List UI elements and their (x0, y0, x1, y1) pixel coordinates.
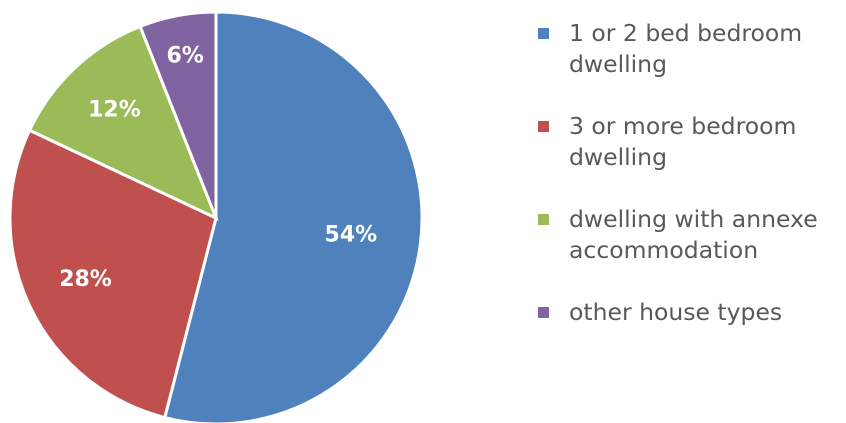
data-label-3: 12% (88, 97, 141, 122)
legend-label-4: other house types (569, 298, 783, 326)
data-labels: 54% 28% 12% 6% (59, 44, 377, 292)
legend-swatch-4 (538, 307, 549, 318)
data-label-4: 6% (166, 44, 203, 69)
data-label-1: 54% (325, 223, 378, 248)
legend-item-1: 1 or 2 bed bedroom dwelling (538, 18, 843, 80)
legend-item-4: other house types (538, 297, 843, 328)
pie-slice-3 (27, 24, 219, 221)
pie-slice-1 (162, 10, 424, 423)
legend-item-2: 3 or more bedroom dwelling (538, 111, 843, 173)
pie-slices (8, 10, 424, 423)
pie-slice-4 (138, 10, 218, 219)
legend-item-3: dwelling with annexe accommodation (538, 204, 843, 266)
data-label-2: 28% (59, 267, 112, 292)
legend-swatch-3 (538, 214, 549, 225)
legend-label-3: dwelling with annexe accommodation (569, 205, 818, 264)
legend-swatch-1 (538, 28, 549, 39)
pie-slice-2 (8, 128, 218, 420)
legend-swatch-2 (538, 121, 549, 132)
legend-label-2: 3 or more bedroom dwelling (569, 112, 797, 171)
legend-label-1: 1 or 2 bed bedroom dwelling (569, 19, 803, 78)
legend: 1 or 2 bed bedroom dwelling 3 or more bed… (538, 18, 843, 328)
